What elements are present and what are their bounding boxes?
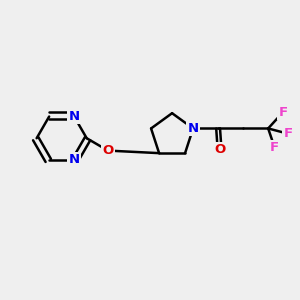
Text: F: F: [270, 141, 279, 154]
Text: F: F: [284, 127, 293, 140]
Text: N: N: [69, 110, 80, 123]
Text: F: F: [278, 106, 287, 119]
Text: O: O: [214, 143, 225, 156]
Text: O: O: [102, 144, 113, 157]
Text: N: N: [69, 153, 80, 167]
Text: N: N: [188, 122, 199, 135]
